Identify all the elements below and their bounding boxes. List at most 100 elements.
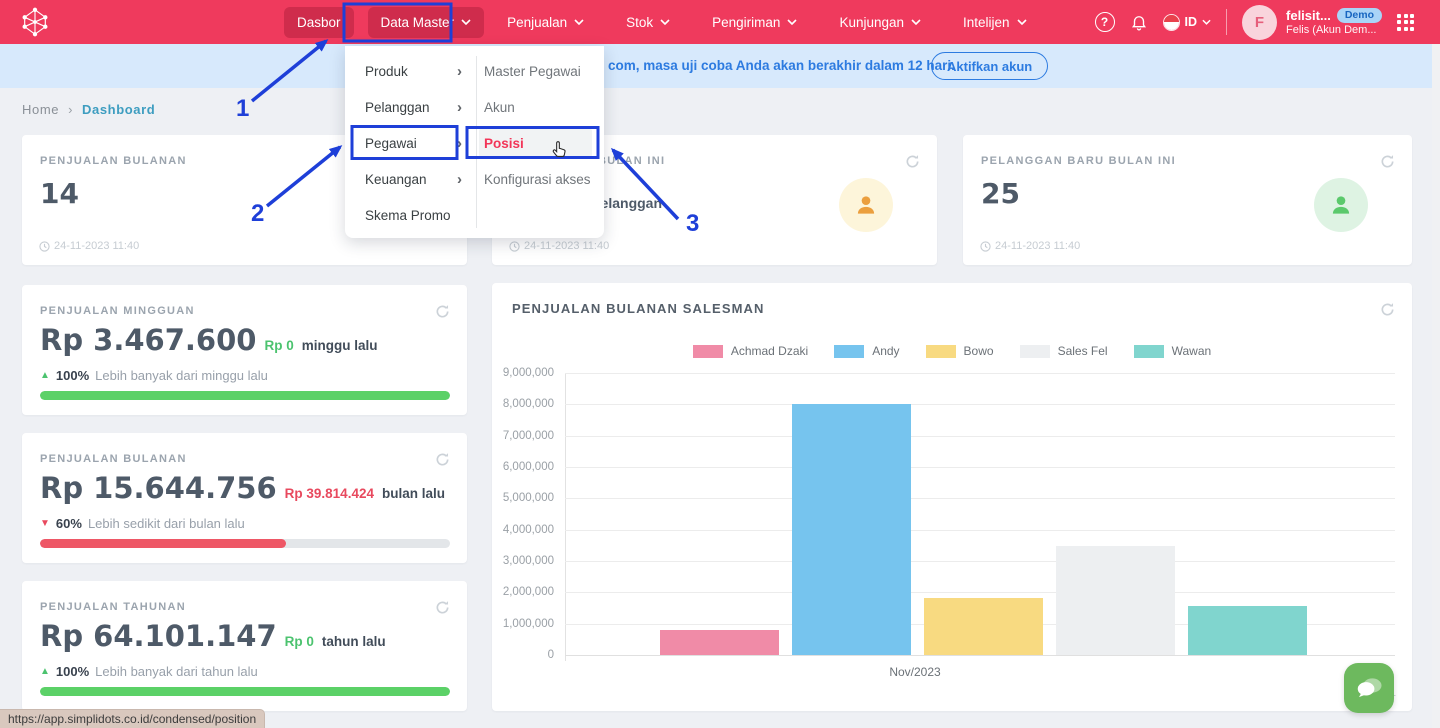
chevron-down-icon [787, 19, 797, 25]
menu-item-keuangan[interactable]: Keuangan› [345, 161, 476, 197]
submenu-item-konfigurasi-akses[interactable]: Konfigurasi akses [476, 161, 604, 197]
app-logo[interactable] [20, 7, 50, 37]
kpi-card-penjualan-tahunan: PENJUALAN TAHUNAN Rp 64.101.147 Rp 0 tah… [22, 581, 467, 711]
apps-grid-icon[interactable] [1397, 14, 1414, 31]
gridline [565, 404, 1395, 405]
chevron-right-icon: › [68, 102, 73, 117]
legend-item[interactable]: Bowo [926, 344, 994, 358]
stat-value: 14 [40, 177, 79, 210]
legend-label: Andy [872, 344, 899, 358]
y-tick-label: 2,000,000 [492, 586, 554, 598]
menu-item-skema-promo[interactable]: Skema Promo [345, 197, 476, 233]
refresh-icon[interactable] [905, 154, 920, 174]
legend-swatch [1020, 345, 1050, 358]
link-preview-statusbar: https://app.simplidots.co.id/condensed/p… [0, 709, 265, 728]
trend-percent: 100% [56, 664, 89, 679]
customer-icon [839, 178, 893, 232]
divider [1226, 9, 1227, 35]
indonesia-flag-icon [1163, 14, 1180, 31]
y-tick-label: 1,000,000 [492, 618, 554, 630]
nav-item-stok[interactable]: Stok [613, 7, 683, 38]
top-navbar: Dasbor Data Master Penjualan Stok Pengir… [0, 0, 1440, 44]
submenu-item-akun[interactable]: Akun [476, 89, 604, 125]
bell-icon[interactable] [1130, 12, 1148, 32]
gridline [565, 655, 1395, 656]
timestamp: 24-11-2023 11:40 [980, 240, 1080, 252]
chart-legend: Achmad Dzaki Andy Bowo Sales Fel Wawan [492, 344, 1412, 358]
clock-icon [980, 241, 991, 252]
main-menu: Dasbor Data Master Penjualan Stok Pengir… [284, 7, 1040, 38]
bar-achmad-dzaki [660, 630, 779, 655]
kpi-compare: Rp 0 [264, 338, 293, 353]
trial-message: com, masa uji coba Anda akan berakhir da… [608, 58, 955, 73]
chart-plot-area [565, 373, 1395, 655]
breadcrumb-home[interactable]: Home [22, 102, 59, 117]
kpi-compare: Rp 0 [285, 634, 314, 649]
data-master-dropdown: Produk› Pelanggan› Pegawai› Keuangan› Sk… [345, 46, 604, 238]
avatar: F [1242, 5, 1277, 40]
kpi-suffix: tahun lalu [322, 634, 386, 649]
activate-account-button[interactable]: Aktifkan akun [931, 52, 1048, 80]
menu-item-pelanggan[interactable]: Pelanggan› [345, 89, 476, 125]
gridline [565, 436, 1395, 437]
submenu-item-master-pegawai[interactable]: Master Pegawai [476, 53, 604, 89]
user-menu[interactable]: F felisit... Demo Felis (Akun Dem... [1242, 5, 1382, 40]
nav-item-dasbor[interactable]: Dasbor [284, 7, 354, 38]
clock-icon [39, 241, 50, 252]
chart-title: PENJUALAN BULANAN SALESMAN [512, 301, 765, 316]
bar-andy [792, 404, 911, 655]
refresh-icon[interactable] [435, 600, 450, 620]
nav-item-pengiriman[interactable]: Pengiriman [699, 7, 810, 38]
menu-item-pegawai[interactable]: Pegawai› [345, 125, 476, 161]
annotation-step-1: 1 [236, 95, 249, 122]
chevron-down-icon [1202, 19, 1211, 25]
new-customer-icon [1314, 178, 1368, 232]
scrollbar[interactable] [1432, 44, 1440, 728]
y-tick-label: 6,000,000 [492, 461, 554, 473]
y-tick-label: 8,000,000 [492, 398, 554, 410]
gridline [565, 373, 1395, 374]
legend-label: Bowo [964, 344, 994, 358]
legend-item[interactable]: Wawan [1134, 344, 1212, 358]
legend-item[interactable]: Andy [834, 344, 899, 358]
progress-fill [40, 391, 450, 400]
gridline [565, 467, 1395, 468]
menu-item-produk[interactable]: Produk› [345, 53, 476, 89]
bar-bowo [924, 598, 1043, 655]
submenu-item-posisi[interactable]: Posisi [476, 125, 604, 161]
chat-button[interactable] [1344, 663, 1394, 713]
x-axis-label: Nov/2023 [565, 665, 1265, 679]
card-title-fragment: BULAN INI [598, 155, 665, 167]
legend-item[interactable]: Sales Fel [1020, 344, 1108, 358]
nav-item-penjualan[interactable]: Penjualan [494, 7, 597, 38]
refresh-icon[interactable] [1380, 154, 1395, 174]
chat-bubbles-icon [1354, 675, 1384, 701]
nav-item-kunjungan[interactable]: Kunjungan [826, 7, 934, 38]
kpi-suffix: bulan lalu [382, 486, 445, 501]
refresh-icon[interactable] [435, 452, 450, 472]
card-title: PELANGGAN BARU BULAN INI [981, 155, 1176, 167]
legend-item[interactable]: Achmad Dzaki [693, 344, 808, 358]
language-selector[interactable]: ID [1163, 14, 1212, 31]
timestamp: 24-11-2023 11:40 [39, 240, 139, 252]
nav-item-data-master[interactable]: Data Master [368, 7, 485, 38]
nav-item-intelijen[interactable]: Intelijen [950, 7, 1040, 38]
refresh-icon[interactable] [435, 304, 450, 324]
breadcrumb-current: Dashboard [82, 102, 155, 117]
chevron-right-icon: › [457, 63, 462, 80]
legend-swatch [834, 345, 864, 358]
refresh-icon[interactable] [1380, 302, 1395, 322]
trend-note: Lebih banyak dari tahun lalu [95, 664, 258, 679]
demo-badge: Demo [1337, 8, 1382, 23]
gridline [565, 592, 1395, 593]
legend-swatch [693, 345, 723, 358]
help-icon[interactable]: ? [1095, 12, 1115, 32]
card-title: PENJUALAN TAHUNAN [40, 601, 186, 613]
trend-up-icon: ▲ [40, 370, 50, 381]
link-url: https://app.simplidots.co.id/condensed/p… [8, 712, 256, 726]
y-tick-label: 9,000,000 [492, 367, 554, 379]
y-tick-label: 3,000,000 [492, 555, 554, 567]
y-tick-label: 4,000,000 [492, 524, 554, 536]
stat-card-pelanggan-baru: PELANGGAN BARU BULAN INI 25 24-11-2023 1… [963, 135, 1412, 265]
legend-swatch [926, 345, 956, 358]
